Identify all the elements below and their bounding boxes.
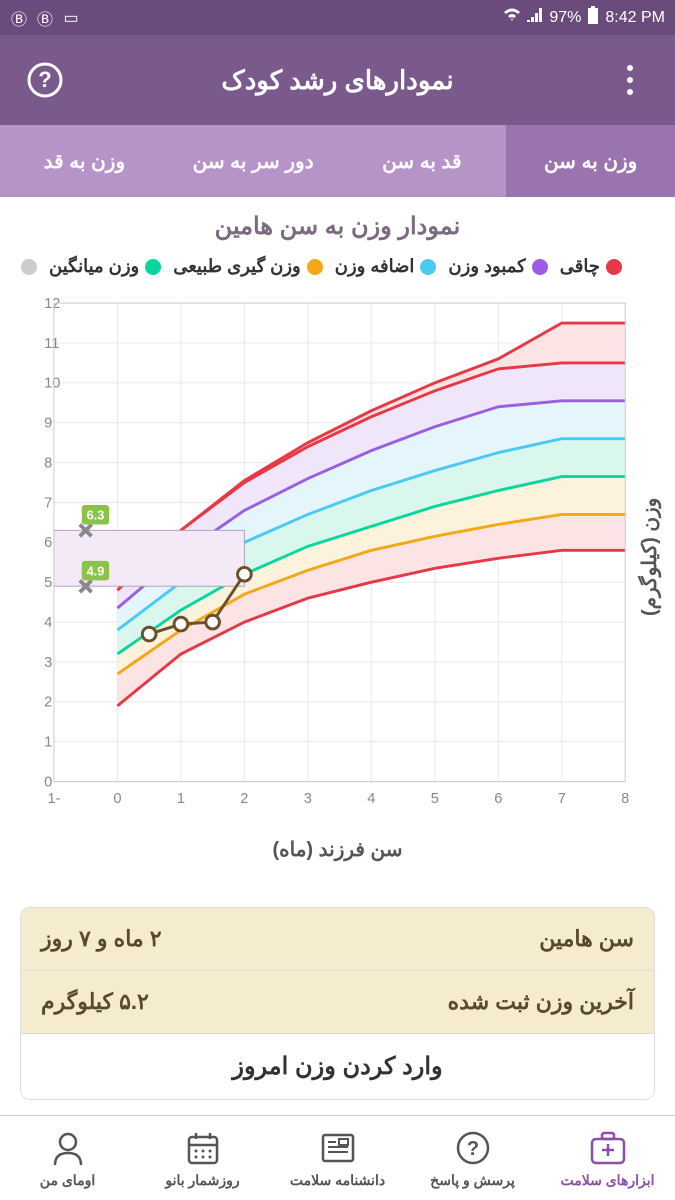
- svg-text:8: 8: [44, 455, 52, 471]
- tab-height-age[interactable]: قد به سن: [338, 125, 507, 197]
- svg-text:7: 7: [44, 495, 52, 511]
- app-icon-2: Ⓑ: [36, 9, 54, 27]
- tab-weight-age[interactable]: وزن به سن: [506, 125, 675, 197]
- help-button[interactable]: ?: [25, 60, 65, 100]
- svg-text:4: 4: [367, 791, 375, 807]
- svg-text:?: ?: [466, 1138, 478, 1160]
- svg-text:7: 7: [558, 791, 566, 807]
- battery-percent: 97%: [549, 9, 581, 27]
- calendar-icon: [183, 1128, 223, 1168]
- clock: 8:42 PM: [605, 9, 665, 27]
- nav-calendar[interactable]: روزشمار بانو: [135, 1116, 270, 1200]
- tab-head-age[interactable]: دور سر به سن: [169, 125, 338, 197]
- app-title: نمودارهای رشد کودک: [65, 65, 610, 96]
- legend-item: وزن گیری طبیعی: [173, 256, 323, 277]
- nav-encyclopedia[interactable]: دانشنامه سلامت: [270, 1116, 405, 1200]
- last-weight-value: ۵.۲ کیلوگرم: [41, 989, 149, 1015]
- svg-text:2: 2: [240, 791, 248, 807]
- bottom-nav: ابزارهای سلامت ? پرسش و پاسخ دانشنامه سل…: [0, 1115, 675, 1200]
- medkit-icon: [588, 1128, 628, 1168]
- legend-item: کمبود وزن: [448, 256, 547, 277]
- tab-weight-height[interactable]: وزن به قد: [0, 125, 169, 197]
- svg-text:11: 11: [44, 336, 59, 352]
- svg-text:8: 8: [621, 791, 629, 807]
- legend-item: [15, 256, 37, 277]
- svg-text:1: 1: [44, 735, 52, 751]
- svg-text:6: 6: [494, 791, 502, 807]
- svg-text:0: 0: [113, 791, 121, 807]
- svg-text:3: 3: [304, 791, 312, 807]
- svg-text:5: 5: [431, 791, 439, 807]
- legend-item: وزن میانگین: [49, 256, 161, 277]
- svg-text:2: 2: [44, 695, 52, 711]
- svg-text:4.9: 4.9: [87, 564, 105, 578]
- svg-text:12: 12: [44, 296, 60, 312]
- battery-icon: [587, 6, 599, 29]
- profile-icon: [48, 1128, 88, 1168]
- nav-health-tools[interactable]: ابزارهای سلامت: [540, 1116, 675, 1200]
- tabs: وزن به سن قد به سن دور سر به سن وزن به ق…: [0, 125, 675, 197]
- nav-qa[interactable]: ? پرسش و پاسخ: [405, 1116, 540, 1200]
- status-right: 97% 8:42 PM: [503, 6, 665, 29]
- chart-section: نمودار وزن به سن هامین چاقی کمبود وزن اضاف…: [0, 197, 675, 877]
- wifi-icon: [503, 8, 521, 27]
- svg-text:3: 3: [44, 655, 52, 671]
- folder-icon: ▭: [62, 9, 80, 27]
- y-axis-label: وزن (کیلوگرم): [635, 287, 665, 827]
- last-weight-row: آخرین وزن ثبت شده ۵.۲ کیلوگرم: [21, 970, 654, 1033]
- svg-text:-1: -1: [47, 791, 60, 807]
- svg-text:10: 10: [44, 376, 60, 392]
- growth-chart[interactable]: 6.34.9-10123456780123456789101112: [10, 287, 635, 827]
- chart-legend: چاقی کمبود وزن اضافه وزن وزن گیری طبیعی وزن …: [10, 256, 665, 277]
- age-label: سن هامین: [539, 926, 634, 952]
- svg-text:5: 5: [44, 575, 52, 591]
- signal-icon: [527, 8, 543, 27]
- svg-text:0: 0: [44, 774, 52, 790]
- svg-text:1: 1: [177, 791, 185, 807]
- status-bar: Ⓑ Ⓑ ▭ 97% 8:42 PM: [0, 0, 675, 35]
- legend-item: اضافه وزن: [335, 256, 437, 277]
- status-left: Ⓑ Ⓑ ▭: [10, 9, 80, 27]
- chart-title: نمودار وزن به سن هامین: [10, 212, 665, 241]
- x-axis-label: سن فرزند (ماه): [10, 837, 665, 862]
- nav-profile[interactable]: اومای من: [0, 1116, 135, 1200]
- app-bar: نمودارهای رشد کودک ?: [0, 35, 675, 125]
- svg-text:6: 6: [44, 535, 52, 551]
- news-icon: [318, 1128, 358, 1168]
- last-weight-label: آخرین وزن ثبت شده: [448, 989, 634, 1015]
- menu-button[interactable]: [610, 60, 650, 100]
- svg-text:9: 9: [44, 416, 52, 432]
- enter-weight-button[interactable]: وارد کردن وزن امروز: [21, 1033, 654, 1099]
- svg-text:4: 4: [44, 615, 52, 631]
- svg-text:6.3: 6.3: [87, 509, 105, 523]
- legend-item: چاقی: [560, 256, 622, 277]
- svg-text:?: ?: [38, 67, 51, 92]
- age-value: ۲ ماه و ۷ روز: [41, 926, 162, 952]
- question-icon: ?: [453, 1128, 493, 1168]
- app-icon-1: Ⓑ: [10, 9, 28, 27]
- info-card: سن هامین ۲ ماه و ۷ روز آخرین وزن ثبت شده…: [20, 907, 655, 1100]
- age-row: سن هامین ۲ ماه و ۷ روز: [21, 908, 654, 970]
